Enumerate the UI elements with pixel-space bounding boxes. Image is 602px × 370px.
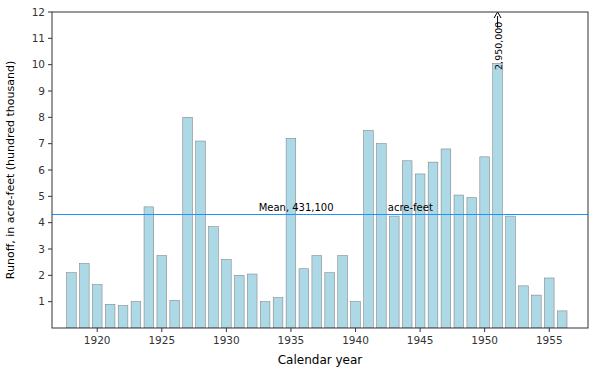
bar (402, 161, 412, 328)
annotation: 2,950,000 (493, 22, 504, 70)
y-tick (48, 12, 52, 13)
y-tick (48, 38, 52, 39)
bar (441, 149, 451, 328)
y-tick-label: 6 (38, 164, 45, 176)
y-tick (48, 196, 52, 197)
bar (531, 295, 541, 328)
mean-label: acre-feet (388, 202, 433, 213)
x-tick (161, 328, 162, 332)
bar (364, 131, 374, 329)
chart: Mean, 431,100acre-feet2,950,000123456789… (0, 0, 602, 370)
y-tick-label: 3 (38, 243, 45, 255)
bars (67, 63, 567, 328)
x-tick (97, 328, 98, 332)
bar (144, 207, 154, 328)
arrow-head (494, 12, 501, 18)
x-tick (420, 328, 421, 332)
y-tick (48, 117, 52, 118)
bar (79, 263, 89, 328)
y-tick (48, 222, 52, 223)
x-tick-label: 1950 (471, 334, 498, 346)
bar (557, 311, 567, 328)
bar (260, 302, 270, 328)
bar (415, 174, 425, 328)
x-tick-label: 1940 (342, 334, 369, 346)
y-tick-label: 12 (32, 6, 45, 18)
bar (312, 256, 322, 328)
y-tick-label: 1 (38, 295, 45, 307)
plot-frame (52, 12, 588, 328)
y-tick-label: 4 (38, 216, 45, 228)
y-tick-label: 5 (38, 190, 45, 202)
y-tick-label: 11 (32, 32, 45, 44)
bar (286, 138, 296, 328)
bar (222, 260, 232, 328)
bar (544, 278, 554, 328)
y-tick (48, 301, 52, 302)
bar (234, 275, 244, 328)
y-tick (48, 170, 52, 171)
y-tick (48, 143, 52, 144)
x-tick-label: 1920 (84, 334, 111, 346)
y-tick (48, 249, 52, 250)
bar (377, 144, 387, 328)
bar (170, 300, 180, 328)
bar (351, 302, 361, 328)
x-tick (355, 328, 356, 332)
bar (519, 286, 529, 328)
bar (299, 269, 309, 328)
x-tick-label: 1955 (536, 334, 563, 346)
y-axis-title: Runoff, in acre-feet (hundred thousand) (4, 61, 17, 279)
bar (467, 198, 477, 328)
bar (118, 306, 128, 328)
x-axis-title: Calendar year (278, 353, 363, 367)
bar (247, 274, 257, 328)
bar (273, 298, 283, 328)
bar (67, 273, 77, 328)
x-tick-label: 1945 (407, 334, 434, 346)
x-tick-label: 1935 (278, 334, 305, 346)
x-tick-label: 1925 (148, 334, 175, 346)
bar (157, 256, 167, 328)
mean-line (52, 214, 588, 215)
bar (131, 302, 141, 328)
x-tick (549, 328, 550, 332)
bar (325, 273, 335, 328)
y-tick (48, 91, 52, 92)
y-tick-label: 8 (38, 111, 45, 123)
y-tick-label: 10 (32, 58, 45, 70)
bar (105, 304, 115, 328)
y-tick-label: 2 (38, 269, 45, 281)
bar (389, 216, 399, 328)
bar (506, 216, 516, 328)
bar (493, 63, 503, 328)
x-tick-label: 1930 (213, 334, 240, 346)
bar (92, 285, 102, 328)
y-tick-label: 9 (38, 85, 45, 97)
y-tick-label: 7 (38, 137, 45, 149)
mean-label: Mean, 431,100 (259, 202, 334, 213)
bar (338, 256, 348, 328)
y-tick (48, 64, 52, 65)
bar (183, 117, 193, 328)
y-tick (48, 275, 52, 276)
x-tick (290, 328, 291, 332)
x-tick (484, 328, 485, 332)
bar (196, 141, 206, 328)
bar (428, 162, 438, 328)
x-tick (226, 328, 227, 332)
bar (480, 157, 490, 328)
bar (209, 227, 219, 328)
